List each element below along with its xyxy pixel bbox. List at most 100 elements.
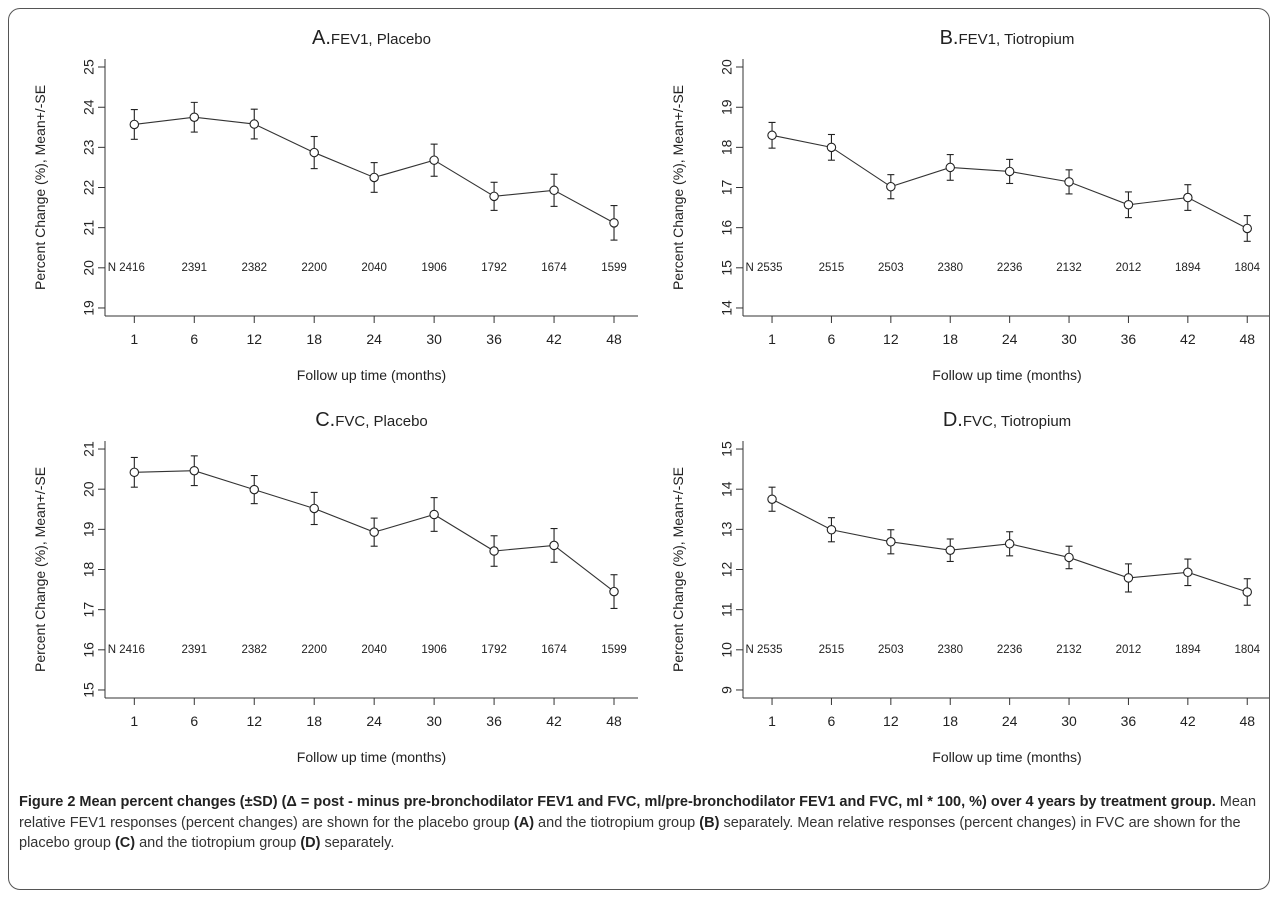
x-tick-label: 24: [1002, 331, 1018, 347]
data-point: [767, 494, 777, 504]
chart-title-letter: A.: [312, 27, 331, 49]
y-tick-label: 15: [81, 682, 97, 698]
n-count-label: 1894: [1175, 644, 1201, 656]
n-count-label: 2012: [1116, 262, 1142, 274]
n-count-label: 1599: [601, 644, 627, 656]
data-point: [489, 546, 499, 556]
data-point: [309, 147, 319, 158]
n-count-label: 1906: [421, 262, 447, 274]
n-count-label: 2503: [878, 644, 904, 656]
n-count-label: N 2535: [745, 262, 782, 274]
n-count-label: 1599: [601, 262, 627, 274]
panel-b: B.FEV1, Tiotropium14151617181920Percent …: [670, 27, 1269, 383]
data-point: [945, 545, 955, 555]
caption-ref-a: (A): [513, 814, 535, 831]
x-tick-label: 48: [606, 331, 622, 347]
x-tick-label: 30: [1061, 713, 1077, 729]
n-count-label: 2503: [878, 262, 904, 274]
caption-text-5: separately.: [320, 835, 395, 851]
chart-title: C.FVC, Placebo: [315, 409, 428, 431]
chart-title: A.FEV1, Placebo: [312, 27, 431, 49]
x-tick-label: 48: [1239, 331, 1255, 347]
data-point: [609, 218, 619, 228]
n-count-label: 2515: [819, 262, 845, 274]
data-point: [309, 503, 319, 514]
n-count-label: 2012: [1116, 644, 1142, 656]
x-tick-label: 6: [828, 713, 836, 729]
y-axis-label: Percent Change (%), Mean+/-SE: [670, 467, 686, 672]
chart-title-text: FVC, Tiotropium: [963, 413, 1071, 430]
n-count-label: 2391: [181, 644, 207, 656]
data-point: [1183, 567, 1193, 578]
data-point: [1123, 573, 1134, 583]
y-tick-label: 19: [719, 99, 735, 115]
y-tick-label: 24: [81, 99, 97, 115]
caption-text-3: separately. Mean relative responses (per…: [19, 814, 1241, 852]
n-count-label: 1804: [1234, 262, 1260, 274]
caption-ref-b: (B): [699, 814, 720, 831]
y-tick-label: 23: [81, 139, 97, 155]
x-tick-label: 24: [366, 331, 382, 347]
data-point: [945, 162, 955, 173]
caption-ref-c: (C): [114, 835, 136, 851]
n-count-label: 2380: [937, 644, 963, 656]
y-tick-label: 10: [719, 642, 735, 658]
n-count-label: 2382: [241, 644, 267, 656]
x-tick-label: 48: [1239, 713, 1255, 729]
chart-title: D.FVC, Tiotropium: [943, 409, 1071, 431]
chart-title: B.FEV1, Tiotropium: [940, 27, 1075, 49]
x-tick-label: 18: [942, 713, 958, 729]
x-tick-label: 36: [1121, 713, 1137, 729]
n-count-label: 2515: [819, 644, 845, 656]
x-tick-label: 12: [883, 713, 899, 729]
data-point: [369, 172, 379, 183]
n-count-label: N 2416: [108, 262, 145, 274]
n-count-label: 2040: [361, 644, 387, 656]
data-point: [886, 181, 896, 192]
x-tick-label: 30: [1061, 331, 1077, 347]
data-point: [429, 509, 439, 520]
data-point: [1242, 223, 1252, 234]
caption-bold-lead: Figure 2 Mean percent changes (±SD) (Δ =…: [19, 794, 1216, 810]
x-tick-label: 24: [1002, 713, 1018, 729]
x-tick-label: 36: [486, 331, 502, 347]
data-point: [249, 119, 259, 129]
n-count-label: 2236: [997, 644, 1023, 656]
x-axis-label: Follow up time (months): [932, 749, 1081, 765]
x-tick-label: 48: [606, 713, 622, 729]
n-count-label: 2200: [301, 262, 327, 274]
n-count-label: 2040: [361, 262, 387, 274]
x-tick-label: 12: [883, 331, 899, 347]
y-tick-label: 19: [81, 300, 97, 316]
chart-title-letter: C.: [315, 409, 335, 431]
data-point: [1242, 587, 1252, 597]
y-tick-label: 13: [719, 521, 735, 537]
x-axis-label: Follow up time (months): [932, 367, 1081, 383]
data-point: [886, 537, 896, 547]
y-axis-label: Percent Change (%), Mean+/-SE: [32, 467, 48, 672]
x-tick-label: 42: [546, 713, 562, 729]
n-count-label: N 2416: [108, 644, 145, 656]
data-point: [489, 191, 499, 202]
x-tick-label: 18: [942, 331, 958, 347]
y-tick-label: 17: [719, 180, 735, 196]
data-point: [549, 540, 559, 551]
data-point: [1064, 177, 1074, 187]
n-count-label: 2236: [997, 262, 1023, 274]
y-tick-label: 20: [81, 481, 97, 497]
x-tick-label: 36: [1121, 331, 1137, 347]
y-tick-label: 14: [719, 481, 735, 497]
panel-a: A.FEV1, Placebo 19 20 21 22 23 24 25 Percent Cha…: [32, 27, 638, 383]
caption-ref-d: (D): [300, 835, 321, 851]
chart-title-text: FEV1, Placebo: [331, 31, 431, 48]
n-count-label: 2132: [1056, 644, 1082, 656]
y-tick-label: 9: [719, 686, 735, 694]
figure-frame: A.FEV1, Placebo 19 20 21 22 23 24 25 Percent Cha…: [8, 8, 1270, 890]
n-count-label: 1792: [481, 644, 507, 656]
y-tick-label: 25: [81, 59, 97, 75]
data-point: [1004, 166, 1015, 177]
n-count-label: N 2535: [745, 644, 782, 656]
y-tick-label: 14: [719, 300, 735, 316]
